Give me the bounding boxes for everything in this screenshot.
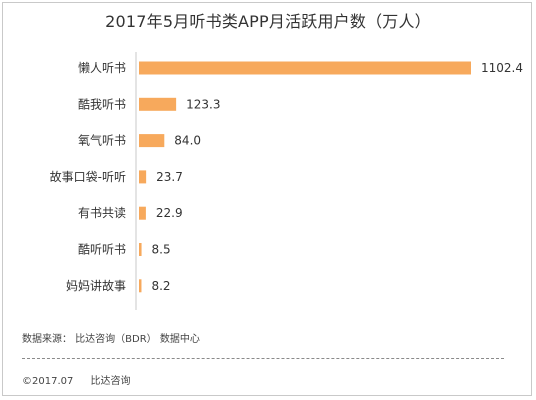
value-label: 123.3 [186, 97, 220, 111]
bar [139, 61, 471, 75]
bar [139, 97, 177, 111]
category-label: 妈妈讲故事 [66, 278, 126, 293]
category-label: 故事口袋-听听 [50, 169, 126, 184]
category-label: 有书共读 [78, 206, 126, 220]
category-label: 懒人听书 [78, 61, 126, 75]
bar [139, 279, 142, 293]
value-label: 84.0 [174, 134, 201, 148]
category-label: 氧气听书 [78, 133, 126, 148]
bar [139, 170, 147, 184]
copyright-text: ©2017.07 [22, 376, 74, 387]
value-label: 8.5 [152, 243, 171, 257]
bar-series: 懒人听书 1102.4 酷我听书 123.3 氧气听书 84.0 故事口袋-听听 23.7 有书… [50, 61, 523, 293]
bar [139, 206, 146, 220]
bar [139, 243, 142, 256]
footer: ©2017.07 比达咨询 [22, 372, 145, 387]
value-label: 23.7 [156, 170, 183, 184]
data-source-note: 数据来源： 比达咨询（BDR） 数据中心 [22, 334, 200, 345]
bar [139, 134, 165, 148]
value-label: 8.2 [151, 279, 170, 293]
value-label: 22.9 [156, 206, 183, 220]
category-label: 酷我听书 [78, 97, 126, 111]
category-label: 酷听听书 [78, 243, 126, 257]
brand-text: 比达咨询 [90, 376, 131, 387]
footer-divider [22, 358, 504, 359]
value-label: 1102.4 [481, 61, 523, 75]
chart-title: 2017年5月听书类APP月活跃用户数（万人） [105, 12, 431, 31]
